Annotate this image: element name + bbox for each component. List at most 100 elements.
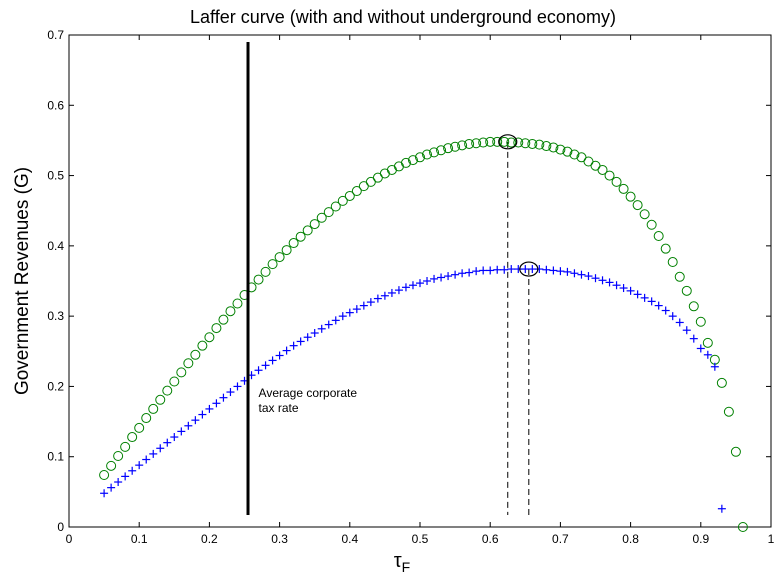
plus-point (577, 270, 586, 279)
circle-point (197, 340, 208, 351)
circle-point (393, 161, 404, 172)
plus-point (233, 382, 242, 391)
x-axis-ticks: 0 0.1 0.2 0.3 0.4 0.5 0.6 0.7 0.8 0.9 1 (66, 35, 775, 546)
y-tick-label: 0 (57, 520, 64, 534)
plus-point (668, 312, 677, 321)
circle-point (464, 138, 475, 149)
plus-point (345, 308, 354, 317)
circle-point (695, 316, 706, 327)
circle-point (155, 394, 166, 405)
circle-point (632, 200, 643, 211)
plus-point (380, 291, 389, 300)
circle-point (344, 190, 355, 201)
circle-point (106, 460, 117, 471)
circle-point (639, 209, 650, 220)
circle-point (562, 146, 573, 157)
x-axis-label: τF (394, 550, 410, 575)
circle-point (330, 201, 341, 212)
circle-point (716, 377, 727, 388)
plus-point (612, 281, 621, 290)
circle-point (415, 152, 425, 163)
circle-point (127, 432, 138, 443)
circle-point (646, 219, 657, 230)
plus-point (338, 312, 347, 321)
y-axis-label: Government Revenues (G) (12, 167, 33, 395)
circle-point (618, 183, 629, 194)
plus-point (275, 351, 284, 360)
circle-point (141, 413, 152, 424)
plus-point (184, 421, 193, 430)
y-tick-label: 0.1 (47, 450, 64, 464)
plus-point (149, 449, 158, 458)
circle-point (176, 367, 187, 378)
circle-point (386, 164, 397, 175)
circle-point (407, 155, 418, 166)
plus-point (444, 272, 453, 281)
plus-point (507, 265, 516, 274)
circle-point (429, 147, 440, 158)
plus-point (514, 265, 523, 274)
circle-point (723, 406, 734, 417)
plus-point (535, 265, 544, 274)
plus-point (100, 489, 109, 498)
plus-point (289, 341, 298, 350)
x-tick-label: 0.9 (692, 532, 709, 546)
circle-point (323, 207, 334, 218)
plus-point (191, 416, 200, 425)
circle-point (527, 138, 538, 149)
plus-point (359, 301, 368, 310)
plus-point (598, 276, 607, 285)
plus-point (156, 444, 165, 453)
y-tick-label: 0.5 (47, 169, 64, 183)
plus-point (170, 433, 179, 442)
circle-point (653, 231, 664, 242)
annotation-line-2: tax rate (259, 401, 299, 415)
plus-point (423, 277, 432, 285)
circle-point (688, 301, 699, 312)
plus-point (626, 286, 635, 295)
plus-point (605, 278, 614, 287)
circle-point (309, 219, 320, 230)
plus-point (647, 297, 656, 306)
plus-point (451, 270, 460, 279)
circle-point (422, 149, 433, 160)
plus-point (500, 265, 509, 274)
plus-point (205, 404, 214, 413)
plus-point (549, 266, 558, 275)
circle-point (436, 145, 447, 156)
circle-point (555, 144, 566, 155)
plus-point (584, 272, 593, 281)
circle-point (660, 243, 671, 254)
y-tick-label: 0.2 (47, 379, 64, 393)
x-tick-label: 1 (768, 532, 775, 546)
peak-circle (498, 134, 518, 150)
circle-point (225, 306, 236, 317)
circle-point (162, 385, 173, 396)
series-circles (99, 136, 748, 532)
plus-point (219, 393, 228, 402)
plus-point (696, 344, 705, 353)
circle-point (218, 314, 229, 325)
plus-point (268, 356, 277, 365)
series-crosses (100, 265, 726, 513)
circle-point (253, 274, 264, 285)
circle-point (457, 140, 468, 151)
circle-point (506, 137, 517, 148)
plus-point (121, 472, 130, 481)
plus-point (437, 273, 446, 282)
plus-point (317, 324, 326, 333)
plus-point (465, 268, 474, 277)
plus-point (654, 301, 663, 310)
plus-point (689, 334, 698, 343)
plus-point (591, 274, 600, 283)
circle-point (211, 323, 222, 334)
plus-point (563, 267, 572, 276)
circle-point (113, 451, 124, 462)
plus-point (163, 438, 172, 447)
annotation-line-1: Average corporate (259, 386, 358, 400)
plus-point (324, 320, 333, 329)
circle-point (400, 157, 411, 168)
plus-point (303, 333, 312, 342)
plus-point (570, 269, 579, 278)
